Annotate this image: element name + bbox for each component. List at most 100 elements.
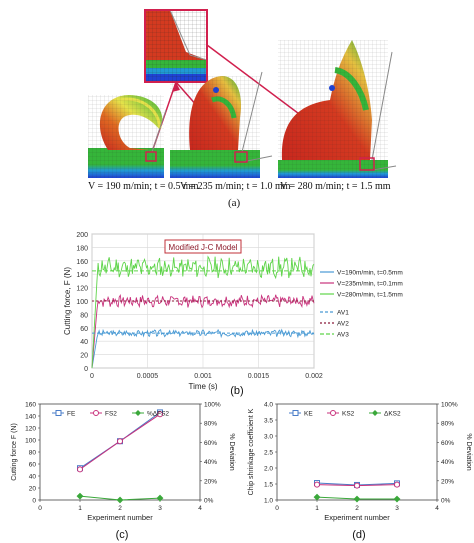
y-tick-label: 120	[76, 286, 88, 293]
x-tick-label: 2	[355, 505, 359, 512]
y-tick-label: 180	[76, 245, 88, 252]
simulation-image-3	[278, 40, 397, 178]
y-tick-label: 40	[29, 474, 37, 481]
y-tick-label: 80	[29, 450, 37, 457]
fem-simulation-panel	[88, 9, 397, 178]
data-point-%ΔFS2	[76, 492, 84, 500]
y-tick-label: 200	[76, 232, 88, 239]
legend-label: AV3	[337, 332, 349, 339]
x-tick-label: 0.001	[194, 373, 212, 380]
x-axis-label: Experiment number	[87, 513, 153, 522]
y2-tick-label: 80%	[441, 421, 454, 428]
panel-label-b: (b)	[230, 385, 243, 397]
y-tick-label: 40	[80, 339, 88, 346]
x-tick-label: 0.0015	[248, 373, 270, 380]
y-tick-label: 100	[76, 299, 88, 306]
x-tick-label: 1	[315, 505, 319, 512]
panel-label-c: (c)	[116, 529, 129, 541]
data-point-%ΔFS2	[156, 494, 164, 502]
x-tick-label: 0	[38, 505, 42, 512]
data-point-FS2	[157, 411, 163, 418]
y-axis-label: Chip shrinkage coefficient K	[248, 408, 255, 495]
data-point-KS2	[354, 482, 360, 489]
y2-tick-label: 0%	[204, 498, 214, 505]
y2-tick-label: 0%	[441, 498, 451, 505]
x-tick-label: 0.0005	[137, 373, 159, 380]
y-tick-label: 0	[32, 498, 36, 505]
series-line-1	[91, 328, 315, 369]
legend-label: ΔKS2	[384, 411, 401, 418]
simulation-image-2	[170, 71, 273, 178]
y2-tick-label: 100%	[441, 402, 458, 409]
y-axis-label: Cutting force, F (N)	[63, 267, 72, 335]
legend-label: KS2	[342, 411, 355, 418]
caption-sim-2: V = 235 m/min; t = 1.0 mm	[180, 181, 291, 192]
title-box	[164, 239, 242, 254]
y-axis-label: Cutting force F (N)	[11, 423, 18, 481]
panel-label-a: (a)	[228, 197, 241, 209]
x-tick-label: 2	[118, 505, 122, 512]
chart-title: Modified J-C Model	[169, 243, 238, 252]
x-tick-label: 0.002	[305, 373, 323, 380]
zoom-inset	[144, 9, 208, 83]
x-axis-label: Experiment number	[324, 513, 390, 522]
data-point-FS2	[77, 466, 83, 473]
y-tick-label: 4.0	[264, 402, 273, 409]
legend-label: FE	[67, 411, 76, 418]
x-tick-label: 4	[198, 505, 202, 512]
y-tick-label: 140	[25, 414, 36, 421]
y-tick-label: 60	[29, 462, 37, 469]
chart-chip-shrinkage: 1.0 1.5 2.0 2.5 3.0 3.5 4.0 0% 20% 40% 60% 80% 100% 0…	[248, 402, 472, 542]
y-tick-label: 120	[25, 426, 36, 433]
caption-sim-1: V = 190 m/min; t = 0.5 mm	[88, 181, 199, 192]
y-tick-label: 2.5	[264, 450, 273, 457]
y2-tick-label: 80%	[204, 421, 217, 428]
x-tick-label: 4	[435, 505, 439, 512]
x-tick-label: 0	[90, 373, 94, 380]
y2-tick-label: 60%	[204, 440, 217, 447]
data-point-ΔKS2	[353, 495, 361, 503]
y-tick-label: 1.5	[264, 482, 273, 489]
x-axis-label: Time (s)	[188, 382, 217, 391]
legend-marker	[55, 410, 62, 416]
data-point-ΔKS2	[393, 495, 401, 503]
y2-axis-label: % Deviation	[465, 433, 472, 470]
y2-tick-label: 20%	[441, 478, 454, 485]
y-tick-label: 160	[25, 402, 36, 409]
y-tick-label: 3.5	[264, 418, 273, 425]
y-tick-label: 0	[84, 366, 88, 373]
caption-sim-3: V = 280 m/min; t = 1.5 mm	[280, 181, 391, 192]
y-tick-label: 80	[80, 312, 88, 319]
x-tick-label: 3	[395, 505, 399, 512]
legend-label: V=280m/min, t=1.5mm	[337, 292, 403, 299]
y2-tick-label: 40%	[204, 459, 217, 466]
y2-axis-label: % Deviation	[228, 433, 235, 470]
legend-label: KE	[304, 411, 313, 418]
y-tick-label: 20	[80, 353, 88, 360]
data-point-KS2	[394, 481, 400, 488]
x-tick-label: 1	[78, 505, 82, 512]
y2-tick-label: 100%	[204, 402, 221, 409]
legend-label: AV2	[337, 321, 349, 328]
series-line-3	[91, 255, 315, 369]
y-tick-label: 100	[25, 438, 36, 445]
panel-label-d: (d)	[352, 529, 365, 541]
chart-cutting-force-experiment: 0 20 40 60 80 100 120 140 160 0% 20% 40% 60% 80% 100% 0…	[11, 402, 235, 542]
legend-marker	[135, 410, 141, 416]
legend-marker	[292, 410, 299, 416]
legend-label: V=235m/min, t=0.1mm	[337, 281, 403, 288]
chart-cutting-force-time: 0 20 40 60 80 100 120 140 160 180 200 0 0.0005 0.001 0…	[63, 232, 403, 397]
legend-marker	[372, 410, 378, 416]
y-tick-label: 60	[80, 326, 88, 333]
y-tick-label: 140	[76, 272, 88, 279]
data-point-%ΔFS2	[116, 496, 124, 504]
legend-label: V=190m/min, t=0.5mm	[337, 270, 403, 277]
series-line-2	[91, 293, 315, 369]
y-tick-label: 3.0	[264, 434, 273, 441]
y2-tick-label: 60%	[441, 440, 454, 447]
legend-marker	[93, 410, 99, 416]
y-tick-label: 20	[29, 486, 37, 493]
y2-tick-label: 20%	[204, 478, 217, 485]
x-tick-label: 0	[275, 505, 279, 512]
plot-area	[39, 403, 201, 501]
